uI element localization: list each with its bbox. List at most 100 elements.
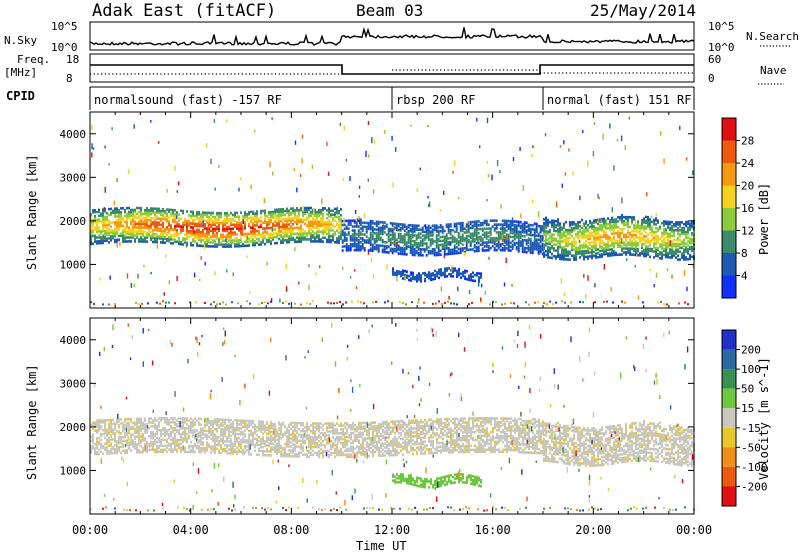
heatmap-cell xyxy=(142,220,144,224)
heatmap-cell xyxy=(144,218,146,222)
heatmap-cell xyxy=(128,236,130,239)
ground-cell xyxy=(441,303,443,306)
heatmap-cell xyxy=(300,206,302,210)
heatmap-cell xyxy=(294,232,296,236)
heatmap-cell xyxy=(276,222,278,225)
scatter-cell xyxy=(108,163,110,166)
heatmap-cell xyxy=(593,238,595,242)
heatmap-cell xyxy=(375,234,378,237)
heatmap-cell xyxy=(196,435,198,438)
heatmap-cell xyxy=(198,431,200,434)
colorbar-tick-label: 4 xyxy=(741,270,748,283)
heatmap-cell xyxy=(128,216,130,220)
heatmap-cell xyxy=(184,421,186,424)
scatter-cell xyxy=(249,291,251,294)
heatmap-cell xyxy=(423,242,426,245)
heatmap-cell xyxy=(415,245,418,249)
heatmap-cell xyxy=(200,437,202,440)
heatmap-cell xyxy=(399,240,402,244)
heatmap-cell xyxy=(551,252,553,256)
heatmap-cell xyxy=(659,253,661,256)
heatmap-cell xyxy=(182,243,184,246)
heatmap-cell xyxy=(150,224,152,228)
heatmap-cell xyxy=(449,223,452,226)
heatmap-cell xyxy=(166,428,168,432)
heatmap-cell xyxy=(687,228,689,232)
heatmap-cell xyxy=(178,444,180,448)
heatmap-cell xyxy=(162,235,164,238)
heatmap-cell xyxy=(116,215,118,218)
heatmap-cell xyxy=(156,419,158,422)
heatmap-cell xyxy=(599,228,601,231)
heatmap-cell xyxy=(511,222,514,225)
heatmap-cell xyxy=(667,244,669,247)
heatmap-cell xyxy=(226,233,228,237)
heatmap-cell xyxy=(254,230,256,233)
scatter-cell xyxy=(578,239,581,243)
heatmap-cell xyxy=(256,229,258,233)
heatmap-cell xyxy=(148,209,150,212)
scatter-cell xyxy=(463,252,466,257)
scatter-cell xyxy=(494,240,497,245)
heatmap-cell xyxy=(475,222,478,225)
heatmap-cell xyxy=(459,222,462,225)
heatmap-cell xyxy=(427,238,430,241)
scatter-cell xyxy=(583,274,585,278)
heatmap-cell xyxy=(118,420,120,423)
heatmap-cell xyxy=(278,212,280,215)
heatmap-cell xyxy=(108,227,110,230)
heatmap-cell xyxy=(491,237,494,240)
heatmap-cell xyxy=(220,237,222,240)
heatmap-cell xyxy=(493,223,496,226)
heatmap-cell xyxy=(353,240,356,244)
heatmap-cell xyxy=(685,230,687,234)
heatmap-cell xyxy=(513,241,516,245)
heatmap-cell xyxy=(563,258,565,261)
heatmap-cell xyxy=(591,231,593,234)
heatmap-cell xyxy=(318,212,320,216)
heatmap-cell xyxy=(625,237,627,240)
heatmap-cell xyxy=(649,224,651,227)
heatmap-cell xyxy=(507,233,510,237)
heatmap-cell xyxy=(585,236,587,239)
heatmap-cell xyxy=(310,222,312,225)
heatmap-cell xyxy=(266,240,268,244)
heatmap-cell xyxy=(164,438,166,442)
heatmap-cell xyxy=(575,234,577,238)
heatmap-cell xyxy=(509,235,512,239)
heatmap-cell xyxy=(310,238,312,241)
heatmap-cell xyxy=(146,212,148,216)
scatter-cell xyxy=(666,268,669,272)
heatmap-cell xyxy=(238,242,240,246)
heatmap-cell xyxy=(340,214,342,217)
heatmap-cell xyxy=(647,225,649,229)
heatmap-cell xyxy=(156,227,158,230)
heatmap-cell xyxy=(270,216,272,220)
heatmap-cell xyxy=(577,250,579,253)
heatmap-cell xyxy=(357,219,360,222)
heatmap-cell xyxy=(132,218,134,222)
heatmap-cell xyxy=(270,240,272,243)
heatmap-cell xyxy=(579,234,581,238)
heatmap-cell xyxy=(232,213,234,217)
heatmap-cell xyxy=(545,243,547,247)
heatmap-cell xyxy=(206,215,208,219)
heatmap-cell xyxy=(118,228,120,232)
heatmap-cell xyxy=(138,443,140,446)
heatmap-cell xyxy=(230,223,232,227)
heatmap-cell xyxy=(561,240,563,243)
heatmap-cell xyxy=(499,235,502,238)
scatter-cell xyxy=(315,272,317,276)
heatmap-cell xyxy=(314,218,316,222)
heatmap-cell xyxy=(302,210,304,214)
heatmap-cell xyxy=(124,220,126,224)
heatmap-cell xyxy=(220,439,222,443)
scatter-cell xyxy=(646,192,648,197)
heatmap-cell xyxy=(138,421,140,425)
heatmap-cell xyxy=(513,232,516,235)
heatmap-cell xyxy=(447,231,450,234)
heatmap-cell xyxy=(130,236,132,239)
heatmap-cell xyxy=(300,228,302,231)
heatmap-cell xyxy=(691,226,693,229)
heatmap-cell xyxy=(214,435,216,439)
